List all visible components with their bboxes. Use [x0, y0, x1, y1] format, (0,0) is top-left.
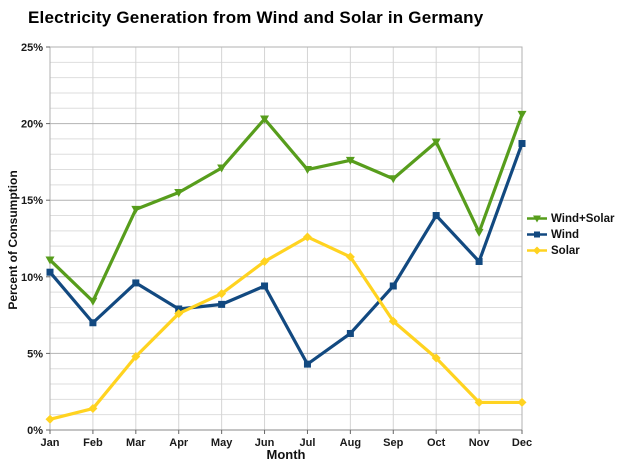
legend: Wind+Solar Wind Solar: [527, 212, 614, 257]
legend-label: Wind+Solar: [551, 212, 615, 225]
x-axis-title: Month: [266, 447, 306, 462]
svg-text:Nov: Nov: [469, 437, 491, 449]
legend-swatch-line-marker-icon: [527, 231, 547, 238]
svg-text:Jun: Jun: [255, 437, 275, 449]
svg-text:May: May: [211, 437, 233, 449]
svg-text:Mar: Mar: [126, 437, 146, 449]
chart-title: Electricity Generation from Wind and Sol…: [28, 8, 484, 27]
svg-text:Aug: Aug: [340, 437, 361, 449]
svg-text:10%: 10%: [21, 272, 43, 284]
legend-swatch-line-marker-icon: [527, 246, 547, 255]
legend-swatch-line-marker-icon: [527, 215, 547, 223]
svg-text:15%: 15%: [21, 195, 43, 207]
legend-label: Solar: [551, 244, 580, 257]
legend-label: Wind: [551, 228, 579, 241]
svg-text:Oct: Oct: [427, 437, 446, 449]
legend-item-wind-solar: Wind+Solar: [527, 212, 614, 225]
svg-text:Feb: Feb: [83, 437, 103, 449]
svg-text:0%: 0%: [27, 425, 43, 437]
svg-text:Sep: Sep: [383, 437, 403, 449]
svg-text:25%: 25%: [21, 42, 43, 54]
svg-text:Apr: Apr: [169, 437, 189, 449]
svg-text:Jan: Jan: [41, 437, 60, 449]
svg-text:Dec: Dec: [512, 437, 532, 449]
legend-item-solar: Solar: [527, 244, 614, 257]
svg-text:Jul: Jul: [300, 437, 316, 449]
legend-item-wind: Wind: [527, 228, 614, 241]
svg-text:5%: 5%: [27, 348, 43, 360]
svg-text:20%: 20%: [21, 119, 43, 131]
